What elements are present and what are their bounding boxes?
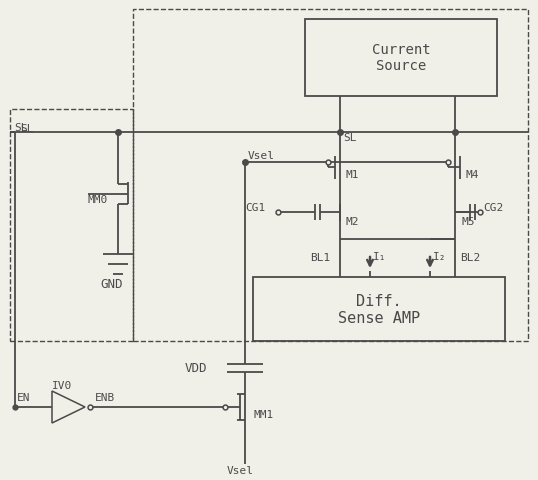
Bar [133, 10, 528, 341]
Text: Current
Source: Current Source [372, 43, 430, 73]
Text: Vsel: Vsel [248, 151, 275, 161]
Bar [305, 20, 497, 97]
Text: MM0: MM0 [88, 194, 108, 204]
Text: Vsel: Vsel [227, 465, 254, 475]
Text: Diff.
Sense AMP: Diff. Sense AMP [338, 293, 420, 325]
Text: SL: SL [20, 124, 33, 134]
Text: I₁: I₁ [373, 252, 386, 262]
Text: M2: M2 [345, 216, 358, 227]
Text: CG1: CG1 [245, 203, 265, 213]
Text: M1: M1 [345, 169, 358, 180]
Text: M5: M5 [462, 216, 476, 227]
Text: BL2: BL2 [460, 252, 480, 263]
Text: CG2: CG2 [483, 203, 503, 213]
Text: MM1: MM1 [253, 409, 273, 419]
Text: ENB: ENB [95, 392, 115, 402]
Text: GND: GND [100, 278, 123, 291]
Text: SL: SL [343, 133, 357, 143]
Bar [253, 277, 505, 341]
Text: I₂: I₂ [433, 252, 447, 262]
Text: EN: EN [17, 392, 31, 402]
Text: SL: SL [14, 123, 27, 133]
Text: IV0: IV0 [52, 380, 72, 390]
Bar [10, 110, 133, 341]
Text: VDD: VDD [185, 362, 208, 375]
Text: M4: M4 [465, 169, 478, 180]
Text: BL1: BL1 [310, 252, 330, 263]
